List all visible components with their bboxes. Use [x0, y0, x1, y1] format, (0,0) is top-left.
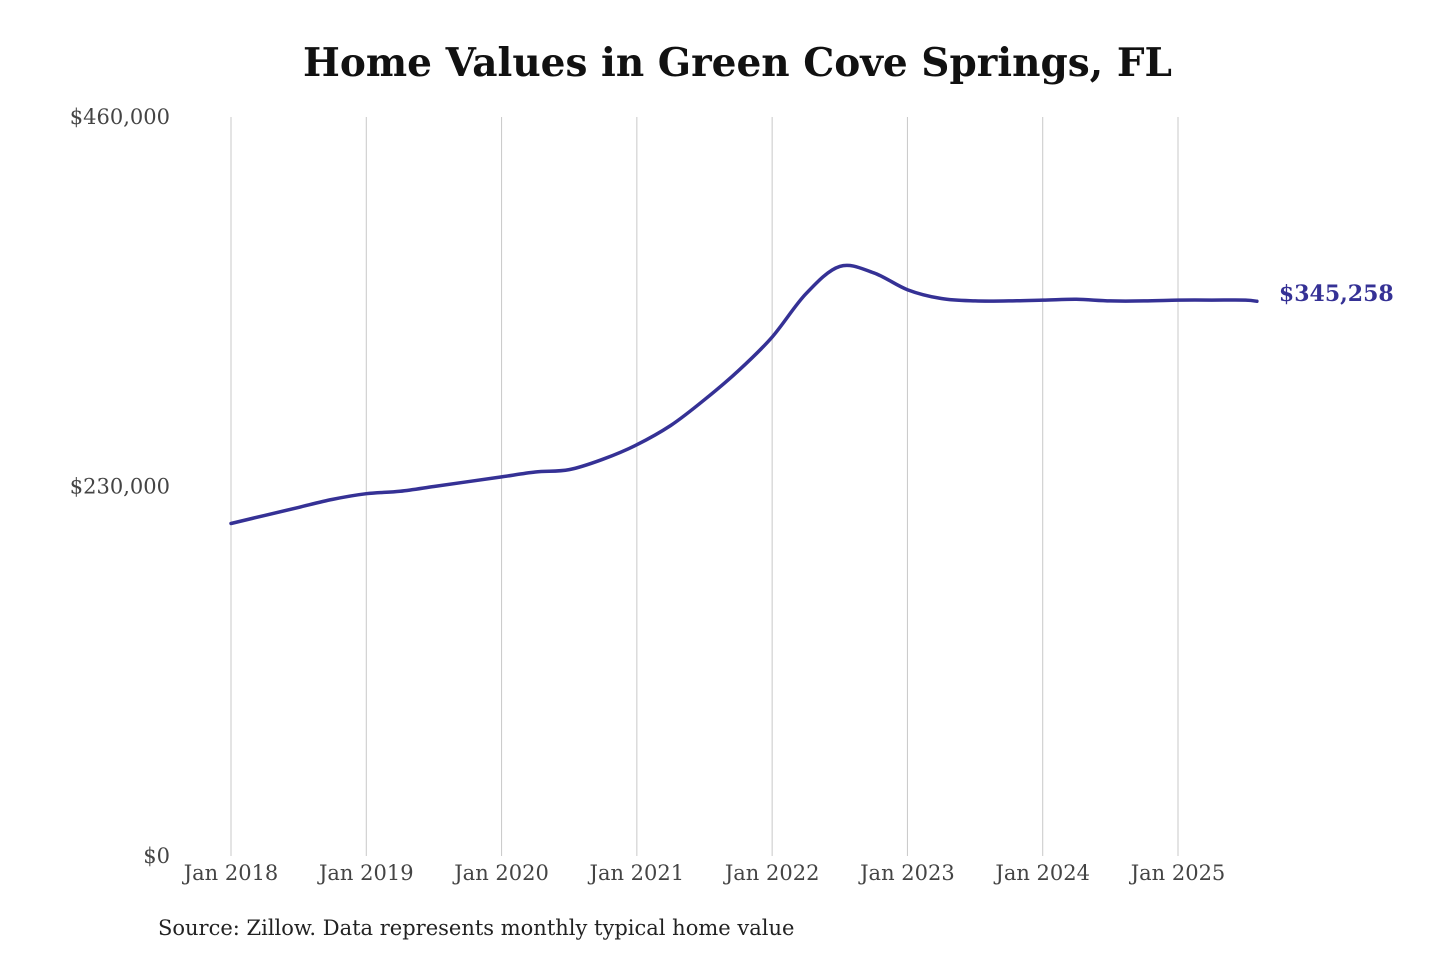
- x-tick-label: Jan 2023: [858, 861, 955, 885]
- x-tick-label: Jan 2025: [1129, 861, 1226, 885]
- x-tick-label: Jan 2018: [182, 861, 279, 885]
- y-tick-label: $0: [143, 844, 170, 868]
- y-tick-label: $230,000: [70, 475, 170, 499]
- chart-title: Home Values in Green Cove Springs, FL: [303, 40, 1172, 86]
- home-value-line: [229, 263, 1259, 526]
- x-tick-label: Jan 2024: [993, 861, 1090, 885]
- y-tick-label: $460,000: [70, 105, 170, 129]
- source-note: Source: Zillow. Data represents monthly …: [158, 916, 795, 940]
- x-tick-label: Jan 2021: [588, 861, 685, 885]
- end-value-label: $345,258: [1279, 281, 1394, 307]
- x-tick-label: Jan 2020: [452, 861, 549, 885]
- x-tick-label: Jan 2022: [723, 861, 820, 885]
- x-tick-label: Jan 2019: [317, 861, 414, 885]
